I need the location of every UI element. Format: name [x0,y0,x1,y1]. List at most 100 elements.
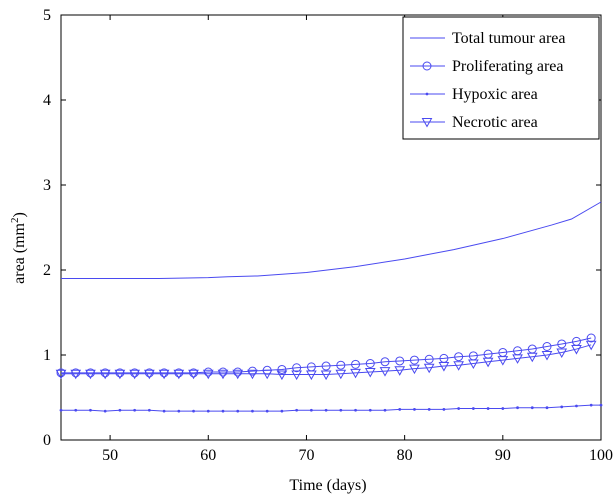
data-point [118,408,122,412]
data-point [144,368,154,378]
x-tick-label: 90 [495,447,511,464]
data-point [265,409,269,413]
x-tick-label: 70 [298,447,314,464]
data-point [306,370,317,381]
data-point [56,368,66,378]
data-point [526,352,538,363]
legend-label: Total tumour area [452,30,566,47]
plot-area [60,14,602,441]
plot-frame [60,14,602,441]
data-point [575,404,578,408]
series-2 [59,403,603,413]
data-point [339,408,343,412]
data-point [471,407,475,410]
data-point [174,368,184,378]
data-point [413,408,416,411]
data-point [74,408,78,412]
data-point [335,369,347,380]
data-point [350,368,361,379]
legend-marker [422,61,432,71]
legend-marker [421,118,433,128]
data-point [380,357,390,367]
legend-item: Proliferating area [410,58,564,75]
y-tick-label: 3 [43,177,51,194]
data-point [395,356,405,366]
data-point [59,408,63,412]
axis-ticks: 50 60 70 80 90 100 0 1 2 3 4 5 [43,7,613,464]
data-point [409,355,419,365]
x-tick-label: 50 [102,447,118,464]
data-point [247,369,258,380]
data-point [497,356,509,366]
y-tick-label: 0 [43,432,51,449]
data-point [336,360,346,370]
y-axis-title: area (mm2) [9,212,28,284]
y-tick-label: 1 [43,347,51,364]
data-point [542,342,552,351]
data-point [427,408,431,411]
data-point [236,409,240,413]
data-point [383,408,387,412]
data-point [292,363,302,373]
data-point [409,364,420,375]
legend-label: Hypoxic area [452,86,538,103]
data-point [394,366,406,376]
data-point [423,363,435,374]
data-point [295,408,299,412]
data-point [379,367,391,377]
data-point [486,407,490,410]
data-point [320,370,332,381]
data-point [261,369,273,380]
data-point [364,368,376,378]
x-tick-label: 80 [397,447,413,464]
data-point [501,407,505,410]
data-point [442,408,446,411]
data-point [454,352,464,362]
data-point [541,351,553,361]
series-3 [55,340,597,381]
data-point [115,368,125,378]
data-point [129,369,140,380]
data-point [202,369,214,380]
data-point [556,348,568,358]
legend-item: Necrotic area [410,114,538,131]
x-tick-label: 60 [200,447,216,464]
data-point [144,369,155,380]
data-point [280,409,284,413]
data-point [453,361,464,371]
series-line [61,344,592,376]
data-point [354,408,357,412]
data-point [130,368,140,378]
data-point [599,403,603,407]
series-layer [55,201,603,413]
data-point [324,408,328,412]
legend-box [402,16,600,140]
data-point [192,409,195,413]
data-point [177,409,181,413]
data-point [351,359,361,369]
data-point [530,406,534,410]
data-point [70,369,82,380]
y-tick-label: 4 [43,92,51,109]
data-point [206,409,210,413]
data-point [103,409,107,413]
data-point [398,408,402,411]
series-0 [61,201,602,279]
legend-label: Proliferating area [452,58,564,75]
x-axis-title: Time (days) [289,477,366,494]
data-point [55,369,67,380]
data-point [468,359,479,370]
data-point [571,345,582,355]
data-point [457,407,461,410]
series-line [61,201,602,279]
data-point [232,369,244,380]
data-point [173,369,185,380]
series-line [61,404,601,412]
legend-item: Total tumour area [410,30,566,47]
legend: Total tumour area Proliferating area Hypox… [402,16,600,140]
y-tick-label: 2 [43,262,51,279]
data-point [217,369,229,380]
data-point [100,368,110,378]
data-point [545,406,549,410]
